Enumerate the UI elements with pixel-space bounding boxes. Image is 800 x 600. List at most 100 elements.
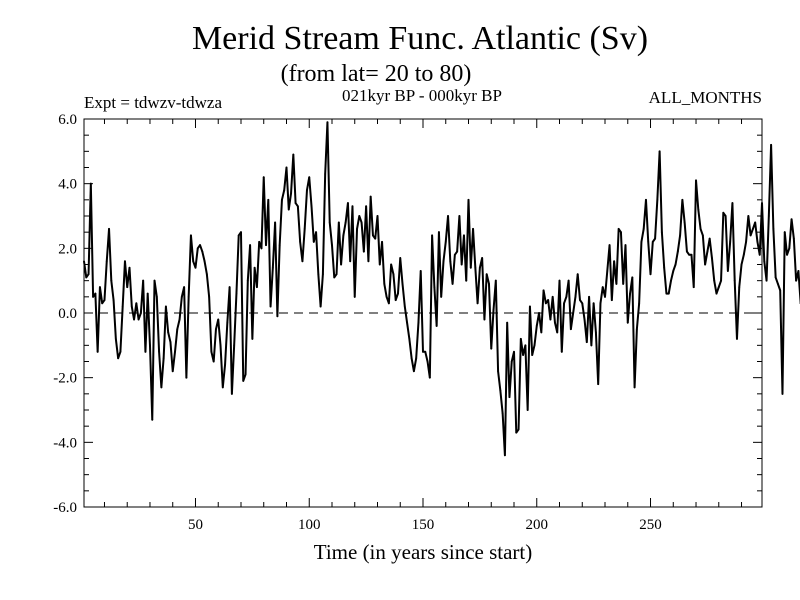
months-label: ALL_MONTHS (649, 88, 762, 107)
data-point (667, 292, 670, 295)
data-point (672, 270, 675, 272)
data-point (133, 318, 135, 321)
data-point (681, 198, 684, 201)
data-point (522, 354, 525, 356)
data-point (767, 215, 770, 217)
data-point (351, 205, 354, 208)
data-point (606, 270, 609, 272)
data-point (356, 228, 358, 230)
data-point (490, 347, 493, 350)
data-point (524, 344, 527, 347)
data-point (353, 295, 356, 298)
data-point (763, 260, 766, 263)
data-point (292, 153, 295, 156)
data-point (110, 279, 113, 282)
data-point (194, 266, 197, 269)
data-point (476, 302, 479, 305)
data-point (756, 240, 759, 243)
data-point (310, 205, 313, 208)
x-tick-label: 50 (188, 517, 203, 533)
data-point (613, 260, 616, 263)
data-point (367, 260, 370, 263)
data-point (517, 428, 520, 431)
y-tick-label: -2.0 (53, 371, 77, 387)
y-tick-label: -6.0 (53, 500, 77, 516)
data-point (688, 253, 691, 256)
data-point (724, 215, 727, 217)
data-point (558, 279, 561, 282)
data-point (774, 276, 777, 279)
data-point (478, 266, 481, 269)
data-point (358, 215, 361, 217)
data-point (83, 260, 85, 263)
data-point (340, 263, 342, 266)
data-point (544, 302, 547, 305)
data-point (337, 221, 340, 224)
period-label: 021kyr BP - 000kyr BP (342, 86, 502, 105)
data-point (583, 318, 586, 321)
x-tick-labels: 50 100 150 200 250 (188, 517, 662, 533)
data-point (504, 454, 506, 457)
data-point (749, 234, 752, 237)
data-point (649, 273, 652, 276)
data-point (597, 383, 600, 386)
data-point (599, 302, 602, 305)
data-point (697, 208, 700, 211)
data-point (151, 418, 154, 421)
data-point (686, 250, 688, 253)
data-point (692, 286, 695, 289)
data-point (321, 273, 324, 276)
data-point (595, 331, 597, 334)
data-point (451, 283, 454, 285)
data-point (410, 357, 413, 360)
data-point (713, 279, 716, 282)
data-point (342, 234, 345, 237)
data-point (658, 150, 661, 153)
data-point (413, 370, 415, 373)
data-point (590, 344, 593, 347)
data-point (758, 253, 761, 256)
data-point (237, 234, 240, 237)
data-point (422, 350, 424, 353)
data-point (258, 240, 261, 243)
data-point (651, 240, 654, 243)
data-point (467, 198, 470, 201)
data-point (208, 295, 211, 298)
data-point (94, 292, 97, 295)
data-point (203, 260, 206, 263)
data-point (731, 202, 734, 204)
data-point (786, 253, 788, 256)
data-point (576, 273, 579, 276)
data-point (567, 279, 570, 282)
data-point (117, 357, 120, 360)
x-axis-label: Time (in years since start) (314, 540, 533, 564)
data-point (244, 373, 247, 376)
data-point (324, 173, 327, 175)
data-point (276, 315, 279, 318)
data-point (428, 376, 431, 379)
data-point (217, 318, 220, 321)
data-point (212, 360, 215, 363)
data-point (624, 244, 627, 247)
x-tick-label: 200 (526, 517, 549, 533)
data-point (563, 302, 565, 305)
data-point (167, 331, 170, 334)
data-point (460, 263, 463, 266)
data-point (736, 337, 738, 340)
data-point (319, 305, 322, 308)
data-point (246, 279, 249, 282)
data-point (130, 305, 133, 308)
data-point (458, 215, 461, 217)
data-point (556, 331, 559, 334)
data-point (374, 237, 377, 240)
data-point (162, 357, 165, 360)
data-point (267, 198, 270, 201)
data-point (121, 305, 124, 308)
data-point (331, 244, 333, 247)
x-tick-label: 150 (412, 517, 435, 533)
data-point (228, 286, 231, 289)
data-point (178, 318, 181, 321)
data-point (654, 237, 656, 240)
data-point (201, 250, 204, 253)
data-point (383, 283, 386, 285)
